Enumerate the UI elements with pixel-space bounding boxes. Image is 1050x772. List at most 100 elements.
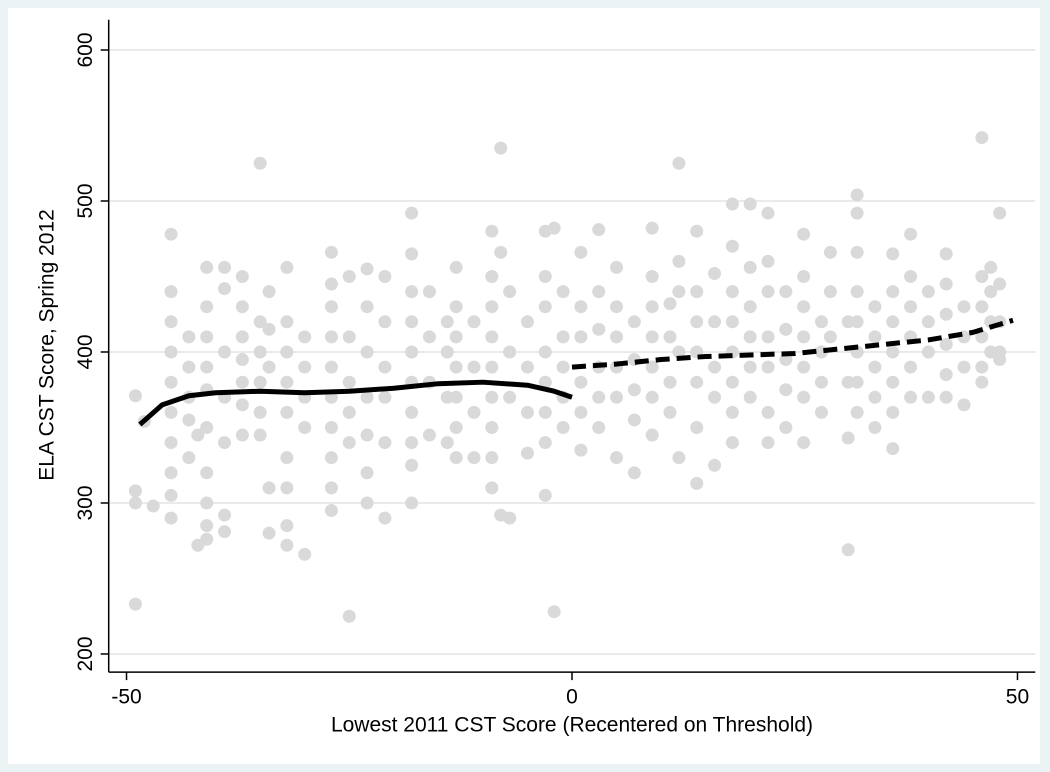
point xyxy=(485,300,499,314)
y-tick-label: 600 xyxy=(74,32,97,67)
point xyxy=(485,420,499,434)
point xyxy=(360,262,374,276)
point xyxy=(164,511,178,525)
point xyxy=(405,458,419,472)
point xyxy=(663,297,677,311)
point xyxy=(868,330,882,344)
point xyxy=(449,390,463,404)
point xyxy=(761,254,775,268)
point xyxy=(690,420,704,434)
point xyxy=(280,481,294,495)
point xyxy=(360,390,374,404)
point xyxy=(324,245,338,259)
point xyxy=(904,390,918,404)
point xyxy=(164,345,178,359)
point xyxy=(823,285,837,299)
point xyxy=(449,360,463,374)
point xyxy=(610,390,624,404)
point xyxy=(467,315,481,329)
point xyxy=(253,315,267,329)
point xyxy=(797,227,811,241)
point xyxy=(164,466,178,480)
point xyxy=(725,285,739,299)
point xyxy=(449,451,463,465)
point xyxy=(743,300,757,314)
y-tick-label: 300 xyxy=(74,485,97,520)
x-tick-label: -50 xyxy=(111,686,141,709)
point xyxy=(128,484,142,498)
point xyxy=(440,436,454,450)
grid xyxy=(108,49,1036,655)
point xyxy=(556,330,570,344)
point xyxy=(797,300,811,314)
point xyxy=(280,405,294,419)
point xyxy=(360,496,374,510)
point xyxy=(467,405,481,419)
point xyxy=(324,504,338,518)
point xyxy=(725,315,739,329)
point xyxy=(886,315,900,329)
point xyxy=(405,206,419,220)
point xyxy=(164,285,178,299)
point xyxy=(128,389,142,403)
point xyxy=(280,315,294,329)
point xyxy=(405,285,419,299)
point xyxy=(440,390,454,404)
point xyxy=(547,605,561,619)
point xyxy=(957,398,971,412)
point xyxy=(538,488,552,502)
point xyxy=(725,197,739,211)
fit-lines xyxy=(138,317,1014,427)
point xyxy=(538,345,552,359)
point xyxy=(218,345,232,359)
point xyxy=(610,451,624,465)
point xyxy=(779,322,793,336)
point xyxy=(939,247,953,261)
point xyxy=(841,315,855,329)
x-tick-label: 0 xyxy=(566,686,578,709)
point xyxy=(725,436,739,450)
point xyxy=(841,431,855,445)
point xyxy=(253,428,267,442)
point xyxy=(200,300,214,314)
point xyxy=(814,405,828,419)
point xyxy=(280,260,294,274)
point xyxy=(280,451,294,465)
point xyxy=(182,413,196,427)
point xyxy=(405,345,419,359)
point xyxy=(708,266,722,280)
point xyxy=(779,285,793,299)
point xyxy=(886,442,900,456)
point xyxy=(440,315,454,329)
point xyxy=(342,436,356,450)
point xyxy=(449,420,463,434)
point xyxy=(574,405,588,419)
point xyxy=(645,360,659,374)
point xyxy=(324,451,338,465)
point xyxy=(868,420,882,434)
point xyxy=(841,543,855,557)
point xyxy=(378,360,392,374)
point xyxy=(850,245,864,259)
point xyxy=(538,375,552,389)
point xyxy=(485,269,499,283)
point xyxy=(503,345,517,359)
point xyxy=(422,330,436,344)
point xyxy=(235,330,249,344)
point xyxy=(485,481,499,495)
point xyxy=(342,609,356,623)
point xyxy=(405,496,419,510)
point xyxy=(449,260,463,274)
point xyxy=(164,315,178,329)
point xyxy=(984,345,998,359)
point xyxy=(743,197,757,211)
x-tick-label: 50 xyxy=(1006,686,1029,709)
point xyxy=(610,260,624,274)
point xyxy=(627,466,641,480)
point xyxy=(886,285,900,299)
point xyxy=(592,390,606,404)
point xyxy=(663,405,677,419)
point xyxy=(200,360,214,374)
point xyxy=(342,330,356,344)
